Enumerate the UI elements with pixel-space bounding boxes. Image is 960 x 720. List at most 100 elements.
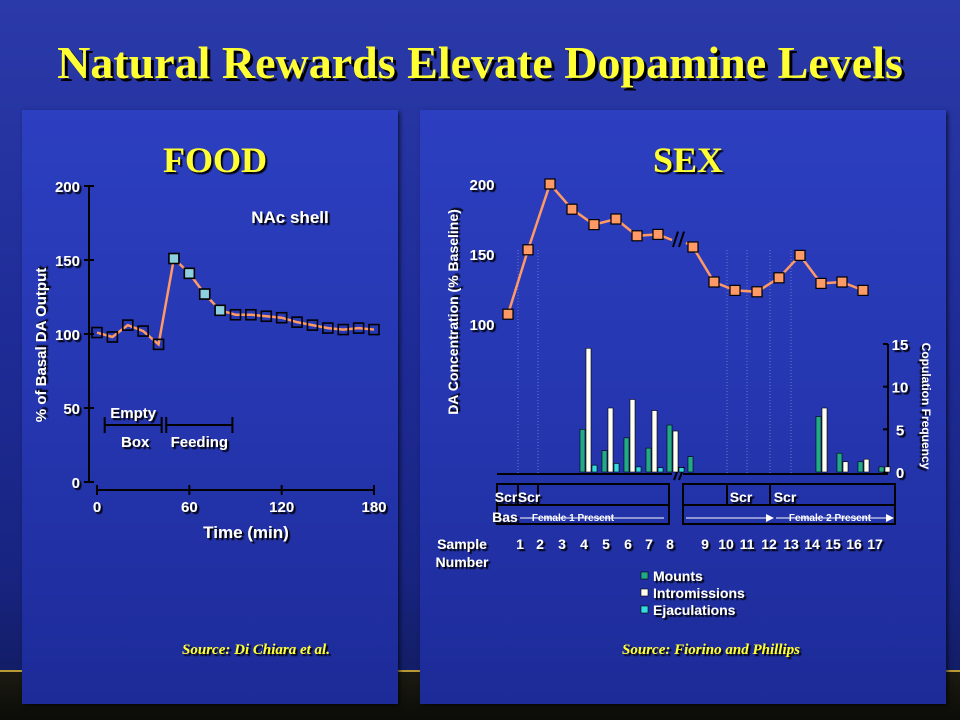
food-data-point [245, 308, 257, 321]
sex-bar-mounts [666, 424, 673, 473]
sex-x-tick-label: 15 [825, 536, 841, 552]
sex-data-point [836, 276, 848, 288]
sex-bar-mounts [645, 447, 652, 473]
sex-x-tick-label: 11 [740, 536, 755, 552]
sex-y2-tick-label: 10 [892, 380, 909, 397]
sex-legend-swatch [640, 605, 649, 614]
sex-x-tick-label: 7 [645, 536, 653, 552]
sex-data-point [588, 219, 600, 231]
sex-x-tick-label: 6 [624, 536, 632, 552]
sex-legend-label: Ejaculations [653, 602, 736, 618]
food-data-point [306, 319, 319, 331]
sex-data-point [610, 213, 622, 225]
sex-female1-arrowhead [766, 514, 774, 522]
sex-female2-arrowhead [886, 514, 894, 522]
sex-x-axis-label-line1: Sample [437, 536, 487, 552]
sex-y2-tick-label: 5 [896, 422, 904, 439]
sex-x-tick-label: 3 [558, 536, 566, 552]
food-data-point [229, 308, 242, 321]
food-data-point [137, 325, 149, 337]
food-data-point [106, 331, 119, 343]
sex-x-tick-label: 10 [718, 536, 734, 552]
food-y-tick-label: 50 [63, 401, 80, 418]
food-chart: FOOD 0 50 100 150 200 0 60 120 180 Time (min) % of … [33, 140, 387, 658]
food-data-point [121, 319, 134, 331]
food-series-line [96, 255, 375, 347]
sex-y-tick-label: 150 [469, 247, 494, 264]
sex-bar-mounts [836, 452, 843, 473]
sex-bar-intromissions [672, 430, 679, 473]
sex-data-point [708, 276, 720, 288]
food-x-axis-label: Time (min) [203, 523, 289, 542]
sex-legend-swatch [640, 571, 649, 580]
food-data-point [198, 288, 211, 300]
food-x-tick-label: 0 [93, 499, 101, 516]
sex-data-point [522, 244, 534, 256]
sex-x-tick-label: 14 [804, 536, 820, 552]
sex-bar-intromissions [607, 407, 614, 473]
sex-y2-tick-label: 15 [892, 337, 909, 354]
food-data-point [152, 338, 165, 351]
sex-y-tick-label: 100 [469, 317, 494, 334]
sex-x-tick-label: 4 [580, 536, 588, 552]
sex-data-point [502, 308, 514, 320]
sex-x-tick-label: 13 [783, 536, 799, 552]
sex-series-line [685, 241, 864, 294]
food-period-label-top: Empty [110, 405, 157, 422]
sex-bar-ejaculations [635, 466, 642, 473]
food-y-tick-label: 100 [55, 327, 80, 344]
food-data-point [214, 304, 226, 317]
sex-data-point [751, 286, 763, 298]
sex-y2-axis-label: Copulation Frequency [919, 343, 933, 470]
sex-bar-intromissions [651, 410, 658, 473]
sex-bar-ejaculations [591, 464, 598, 473]
sex-x-tick-label: 1 [516, 536, 524, 552]
sex-bar-ejaculations [678, 467, 685, 473]
sex-phase-scr-label: Scr [730, 489, 753, 505]
sex-x-tick-label: 12 [761, 536, 777, 552]
food-data-point [183, 267, 196, 280]
sex-y-tick-label: 200 [469, 177, 494, 194]
sex-x-tick-label: 17 [867, 536, 883, 552]
sex-source-text: Source: Fiorino and Phillips [622, 642, 800, 658]
sex-bar-intromissions [629, 399, 636, 473]
sex-bar-mounts [623, 437, 630, 473]
sex-phase-scr-label: Scr [774, 489, 797, 505]
sex-line-break [672, 231, 679, 248]
food-data-point [322, 322, 334, 334]
food-y-tick-label: 200 [55, 179, 80, 196]
sex-line-break [678, 231, 685, 248]
food-x-tick-label: 180 [361, 499, 386, 516]
sex-female1-label: Female 1 Present [532, 513, 615, 524]
sex-chart-title: SEX [653, 140, 723, 180]
sex-bar-mounts [878, 466, 885, 473]
sex-y2-tick-label: 0 [896, 465, 904, 482]
sex-data-point [544, 178, 556, 190]
sex-data-point [729, 284, 741, 296]
food-data-point [260, 310, 273, 323]
sex-phase-scr-label: Scr [518, 489, 541, 505]
food-annotation-nac-shell: NAc shell [251, 208, 328, 227]
sex-bar-ejaculations [613, 463, 620, 473]
sex-x-tick-label: 8 [666, 536, 674, 552]
sex-x-tick-label: 5 [602, 536, 610, 552]
sex-data-point [566, 203, 578, 215]
food-y-tick-label: 150 [55, 253, 80, 270]
food-data-point [337, 323, 350, 336]
sex-bar-mounts [579, 429, 586, 473]
sex-x-tick-label: 2 [536, 536, 544, 552]
food-period-label-bottom: Feeding [171, 434, 229, 451]
food-data-point [368, 323, 380, 336]
sex-data-point [631, 230, 643, 242]
food-data-point [168, 252, 180, 265]
sex-data-point [652, 228, 664, 240]
sex-data-point [687, 241, 699, 253]
sex-x-tick-label: 16 [846, 536, 862, 552]
sex-y-axis-label: DA Concentration (% Baseline) [445, 209, 461, 415]
sex-bar-mounts [687, 456, 694, 473]
sex-x-axis-label-line2: Number [436, 554, 489, 570]
food-data-point [352, 322, 365, 334]
slide-title: Natural Rewards Elevate Dopamine Levels [57, 37, 903, 88]
